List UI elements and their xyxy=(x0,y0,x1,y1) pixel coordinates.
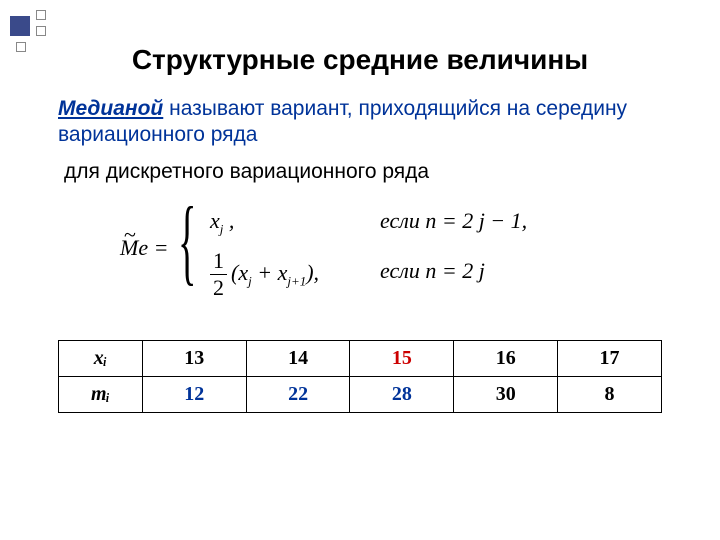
table-cell: 8 xyxy=(558,377,662,413)
row-header-x: xᵢ xyxy=(59,341,143,377)
formula-cond2: если n = 2 j xyxy=(380,258,485,284)
table-row-x: xᵢ 13 14 15 16 17 xyxy=(59,341,662,377)
subtext: для дискретного вариационного ряда xyxy=(64,160,429,184)
term-underlined: Медианой xyxy=(58,97,163,120)
formula-cond1: если n = 2 j − 1, xyxy=(380,208,527,234)
table-cell: 30 xyxy=(454,377,558,413)
table-cell: 14 xyxy=(246,341,350,377)
definition-text: Медианой называют вариант, приходящийся … xyxy=(58,96,658,149)
median-formula: ~Me = { xj , если n = 2 j − 1, 1 2 (xj +… xyxy=(120,200,620,300)
table-cell: 12 xyxy=(142,377,246,413)
formula-lhs: ~Me = xyxy=(120,235,168,261)
table-cell: 16 xyxy=(454,341,558,377)
table-cell: 15 xyxy=(350,341,454,377)
formula-case1: xj , xyxy=(210,208,234,237)
table-cell: 17 xyxy=(558,341,662,377)
table-cell: 13 xyxy=(142,341,246,377)
formula-brace: { xyxy=(178,198,196,284)
page-title: Структурные средние величины xyxy=(0,44,720,76)
table-cell: 22 xyxy=(246,377,350,413)
table-cell: 28 xyxy=(350,377,454,413)
table-row-m: mᵢ 12 22 28 30 8 xyxy=(59,377,662,413)
formula-case2: 1 2 (xj + xj+1), xyxy=(210,248,319,301)
row-header-m: mᵢ xyxy=(59,377,143,413)
data-table: xᵢ 13 14 15 16 17 mᵢ 12 22 28 30 8 xyxy=(58,340,662,413)
